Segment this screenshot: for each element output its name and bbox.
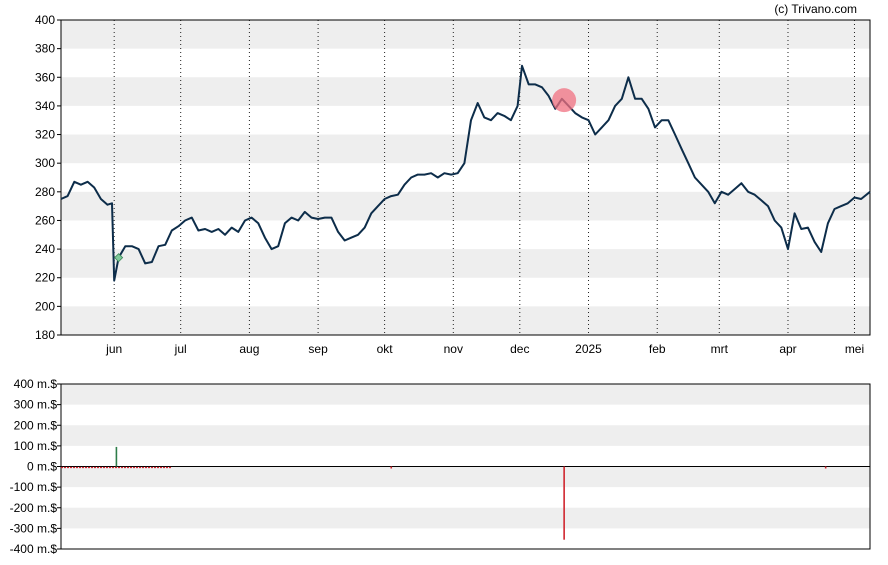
y-tick-label: 180 bbox=[35, 328, 55, 342]
insider-y-tick-label: 100 m.$ bbox=[14, 439, 58, 453]
y-tick-label: 340 bbox=[35, 99, 55, 113]
insider-y-tick-label: 200 m.$ bbox=[14, 418, 58, 432]
insider-y-tick-label: -400 m.$ bbox=[10, 542, 58, 556]
x-tick-label: dec bbox=[510, 342, 529, 356]
y-tick-label: 260 bbox=[35, 213, 55, 227]
insider-band bbox=[61, 425, 870, 446]
price-series bbox=[60, 64, 871, 282]
insider-bands bbox=[61, 384, 870, 529]
insider-y-tick-label: 400 m.$ bbox=[14, 377, 58, 391]
x-tick-label: mrt bbox=[711, 342, 729, 356]
y-tick-label: 300 bbox=[35, 156, 55, 170]
x-tick-label: jun bbox=[105, 342, 122, 356]
y-tick-label: 280 bbox=[35, 185, 55, 199]
y-tick-label: 320 bbox=[35, 128, 55, 142]
x-tick-label: sep bbox=[308, 342, 328, 356]
price-vertical-grid bbox=[113, 20, 855, 335]
price-band bbox=[61, 77, 870, 106]
credit-text: (c) Trivano.com bbox=[774, 2, 857, 16]
insider-y-tick-label: 0 m.$ bbox=[27, 460, 57, 474]
sell-marker bbox=[552, 88, 577, 113]
price-band bbox=[61, 249, 870, 278]
y-tick-label: 200 bbox=[35, 299, 55, 313]
insider-y-tick-label: -300 m.$ bbox=[10, 521, 58, 535]
price-annotations bbox=[114, 88, 577, 263]
x-tick-label: aug bbox=[239, 342, 259, 356]
x-tick-label: 2025 bbox=[575, 342, 602, 356]
x-tick-label: feb bbox=[649, 342, 666, 356]
x-tick-label: jul bbox=[174, 342, 187, 356]
y-tick-label: 220 bbox=[35, 271, 55, 285]
price-band bbox=[61, 306, 870, 335]
y-tick-label: 400 bbox=[35, 13, 55, 27]
price-x-ticks: jun jul aug sep okt nov dec 2025 feb mrt apr mei bbox=[105, 342, 864, 356]
insider-y-tick-label: 300 m.$ bbox=[14, 398, 58, 412]
insider-y-tick-label: -200 m.$ bbox=[10, 501, 58, 515]
insider-y-ticks: -400 m.$ -300 m.$ -200 m.$ -100 m.$ 0 m.$ 100… bbox=[10, 377, 61, 556]
x-tick-label: nov bbox=[444, 342, 463, 356]
price-frame bbox=[60, 19, 871, 336]
price-plot-border bbox=[60, 19, 871, 336]
insider-band bbox=[61, 507, 870, 529]
y-tick-label: 380 bbox=[35, 42, 55, 56]
price-bands bbox=[61, 20, 870, 335]
price-band bbox=[61, 20, 870, 49]
price-y-ticks: 180 200 220 240 260 280 300 320 340 360 380 400 bbox=[35, 13, 61, 342]
price-band bbox=[61, 191, 870, 221]
buy-marker bbox=[114, 253, 124, 263]
insider-band bbox=[61, 384, 870, 405]
x-tick-label: okt bbox=[377, 342, 394, 356]
insider-y-tick-label: -100 m.$ bbox=[10, 480, 58, 494]
insider-band bbox=[61, 466, 870, 488]
insider-bars bbox=[61, 446, 827, 540]
x-tick-label: apr bbox=[779, 342, 796, 356]
y-tick-label: 240 bbox=[35, 242, 55, 256]
x-tick-label: mei bbox=[845, 342, 864, 356]
price-line bbox=[60, 64, 871, 282]
y-tick-label: 360 bbox=[35, 70, 55, 84]
